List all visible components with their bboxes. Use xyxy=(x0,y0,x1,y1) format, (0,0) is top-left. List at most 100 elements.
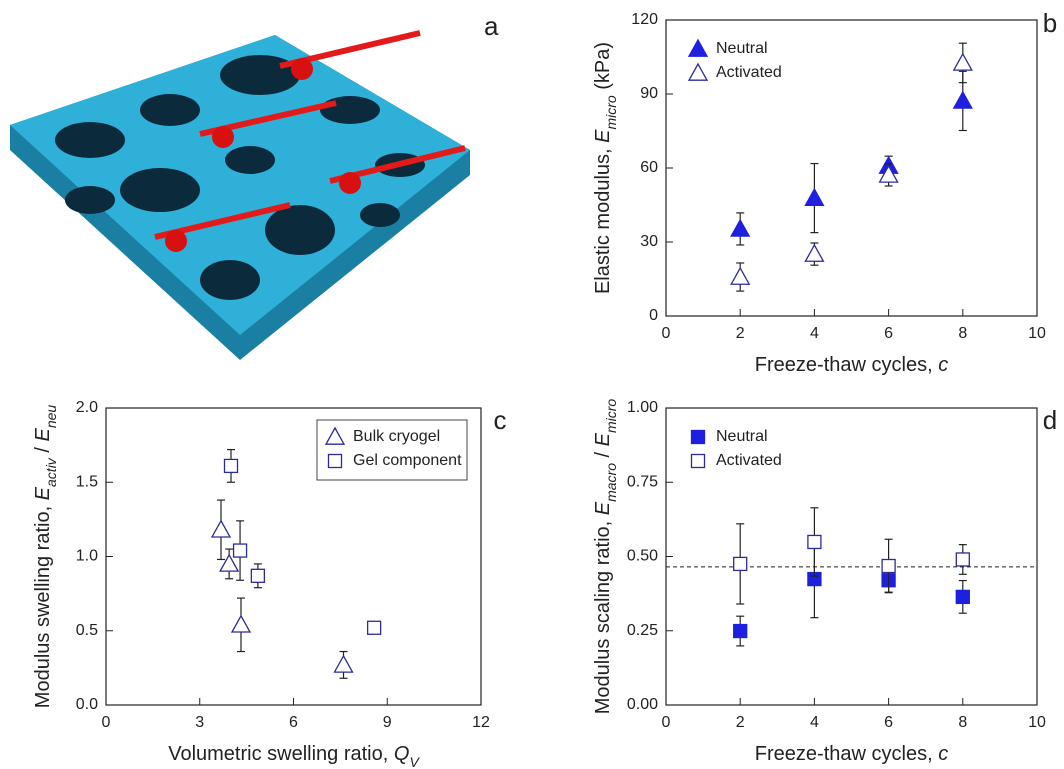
label-part: E xyxy=(32,486,54,500)
legend-marker xyxy=(687,62,709,81)
legend-marker xyxy=(324,426,346,445)
y-tick-label: 0.25 xyxy=(627,622,658,639)
y-tick-label: 0 xyxy=(649,307,658,324)
label-part: E xyxy=(592,432,614,446)
y-tick-label: 1.00 xyxy=(627,399,658,416)
label-part: E xyxy=(592,501,614,515)
x-tick-label: 6 xyxy=(289,714,298,731)
label-part: Elastic modulus, xyxy=(592,143,614,294)
label-part: / xyxy=(592,446,614,463)
y-tick-label: 0.00 xyxy=(627,696,658,713)
legend-marker xyxy=(690,429,706,445)
marker xyxy=(219,553,240,572)
x-tick-label: 0 xyxy=(102,714,111,731)
label-part: macro xyxy=(603,463,619,502)
x-tick-label: 8 xyxy=(958,714,967,731)
x-tick-label: 4 xyxy=(810,325,819,342)
panel-a-image xyxy=(10,30,470,360)
legend-label: Activated xyxy=(716,64,782,81)
label-part: Freeze-thaw cycles, xyxy=(755,354,938,376)
axis-label: Modulus scaling ratio, Emacro / Emicro xyxy=(592,399,618,715)
axis-label: Volumetric swelling ratio, QV xyxy=(168,743,420,769)
label-part: Q xyxy=(394,743,410,765)
x-tick-label: 4 xyxy=(810,714,819,731)
marker xyxy=(250,568,266,583)
marker xyxy=(366,620,382,635)
axis-label: Freeze-thaw cycles, c xyxy=(755,743,948,765)
axis-label: Elastic modulus, Emicro (kPa) xyxy=(592,42,618,294)
y-tick-label: 60 xyxy=(640,159,658,176)
label-part: Volumetric swelling ratio, xyxy=(168,743,394,765)
x-tick-label: 2 xyxy=(736,714,745,731)
legend-label: Gel component xyxy=(353,452,462,469)
marker xyxy=(807,534,822,550)
label-part: micro xyxy=(603,399,619,433)
marker xyxy=(804,187,825,206)
y-tick-label: 1.5 xyxy=(76,473,98,490)
x-tick-label: 8 xyxy=(958,325,967,342)
x-tick-label: 9 xyxy=(383,714,392,731)
x-tick-label: 12 xyxy=(472,714,490,731)
legend-marker xyxy=(687,38,709,57)
label-part: (kPa) xyxy=(592,42,614,95)
marker xyxy=(804,243,825,262)
label-part: E xyxy=(592,129,614,143)
x-tick-label: 0 xyxy=(662,714,671,731)
marker xyxy=(733,556,748,572)
y-tick-label: 90 xyxy=(640,85,658,102)
y-tick-label: 120 xyxy=(631,11,658,28)
panel-label: c xyxy=(494,405,507,435)
label-part: Freeze-thaw cycles, xyxy=(755,743,938,765)
marker xyxy=(955,589,970,605)
marker xyxy=(952,52,973,71)
label-part: activ xyxy=(43,457,59,487)
label-part: Modulus scaling ratio, xyxy=(592,515,614,714)
marker xyxy=(881,558,896,574)
label-part: V xyxy=(409,754,420,769)
marker xyxy=(230,614,252,633)
x-tick-label: 0 xyxy=(662,325,671,342)
x-tick-label: 10 xyxy=(1028,714,1046,731)
y-tick-label: 2.0 xyxy=(76,399,98,416)
marker xyxy=(730,266,751,285)
axis-label: Freeze-thaw cycles, c xyxy=(755,354,948,376)
y-tick-label: 0.5 xyxy=(76,622,98,639)
marker xyxy=(733,623,748,639)
label-part: / xyxy=(32,442,54,459)
y-tick-label: 0.0 xyxy=(76,696,98,713)
label-part: neu xyxy=(43,405,59,429)
legend-label: Neutral xyxy=(716,428,768,445)
marker xyxy=(878,164,899,183)
legend-frame xyxy=(316,419,468,481)
marker xyxy=(952,90,973,109)
y-tick-label: 1.0 xyxy=(76,548,98,565)
marker xyxy=(223,458,239,474)
legend-label: Bulk cryogel xyxy=(353,428,440,445)
y-tick-label: 0.50 xyxy=(627,548,658,565)
y-tick-label: 0.75 xyxy=(627,473,658,490)
marker xyxy=(210,519,232,538)
y-tick-label: 30 xyxy=(640,233,658,250)
panel-label: a xyxy=(484,11,499,41)
legend-marker xyxy=(690,453,706,469)
marker xyxy=(955,552,970,567)
legend-label: Activated xyxy=(716,452,782,469)
panel-label: d xyxy=(1043,405,1057,435)
label-part: Modulus swelling ratio, xyxy=(32,500,54,708)
axis-label: Modulus swelling ratio, Eactiv / Eneu xyxy=(32,405,58,709)
x-tick-label: 6 xyxy=(884,714,893,731)
x-tick-label: 3 xyxy=(195,714,204,731)
marker xyxy=(232,543,248,558)
panel-label: b xyxy=(1043,8,1057,38)
label-part: c xyxy=(938,354,948,376)
marker xyxy=(730,218,751,237)
label-part: micro xyxy=(603,95,619,129)
legend-marker xyxy=(327,453,343,469)
x-tick-label: 10 xyxy=(1028,325,1046,342)
x-tick-label: 6 xyxy=(884,325,893,342)
label-part: E xyxy=(32,428,54,442)
label-part: c xyxy=(938,743,948,765)
x-tick-label: 2 xyxy=(736,325,745,342)
legend-label: Neutral xyxy=(716,40,768,57)
